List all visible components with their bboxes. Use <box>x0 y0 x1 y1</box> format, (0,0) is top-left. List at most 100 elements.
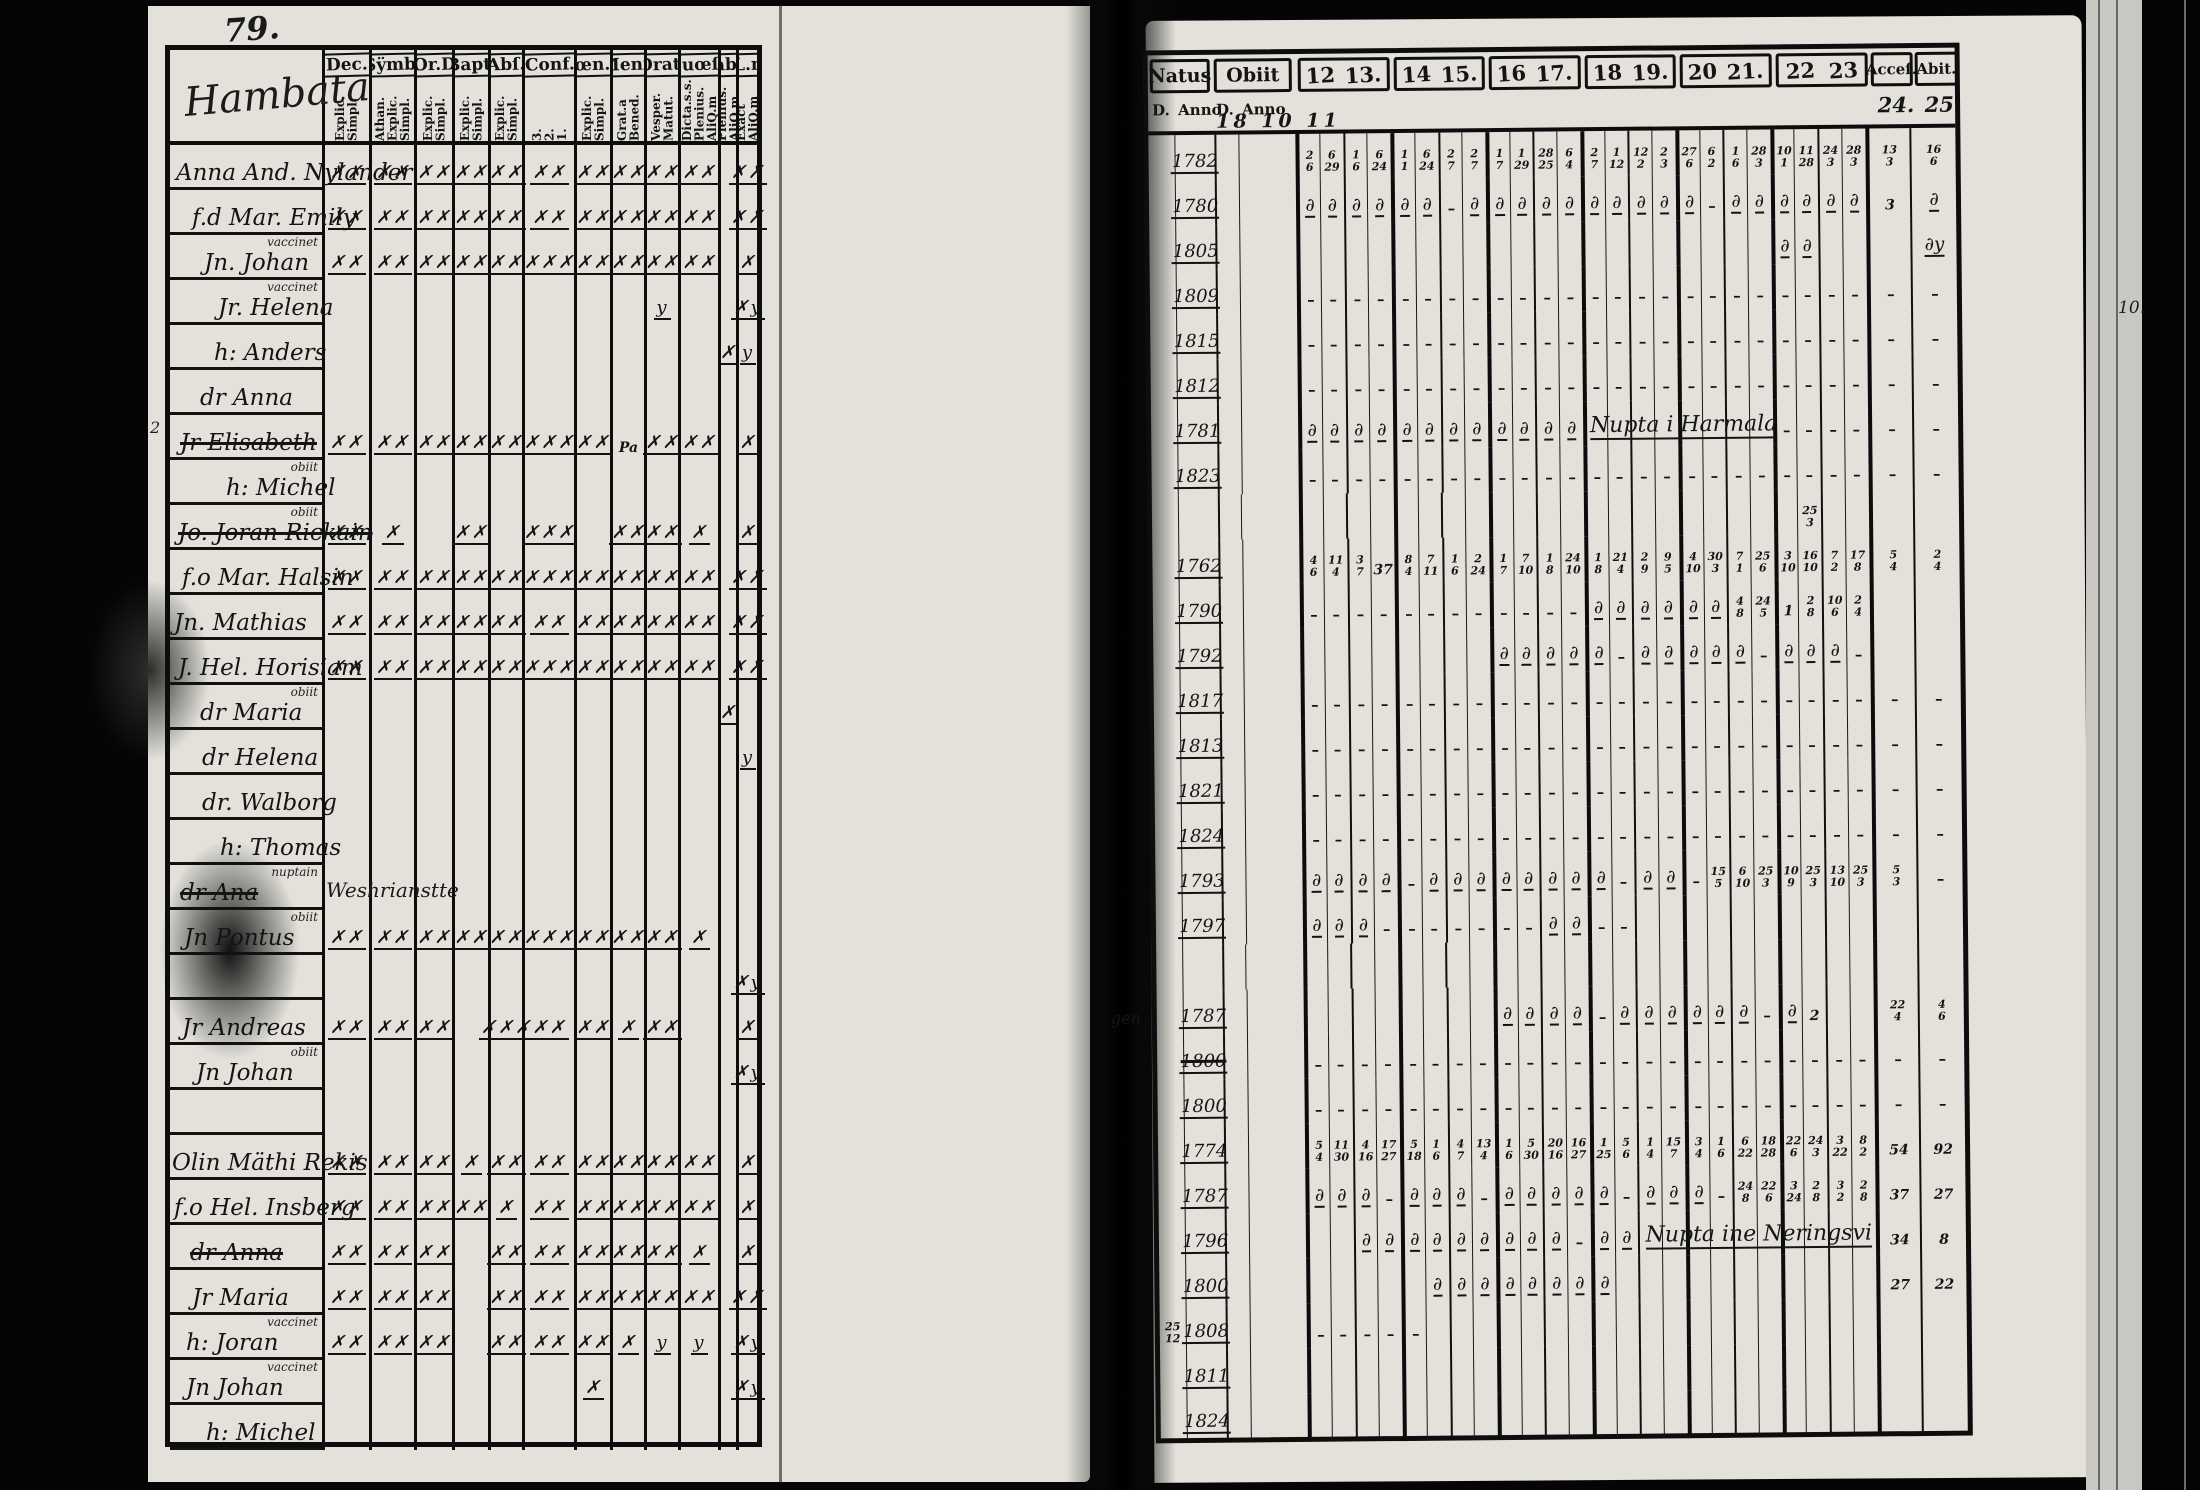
left-examination-table: Hambata Dec. Explic. Simpl. Sÿmb. Athan. Ex… <box>165 45 768 1450</box>
mark-cell <box>644 1090 678 1135</box>
communion-cell: ∂ <box>1675 175 1700 221</box>
dash-mark: – <box>1890 690 1899 709</box>
dash-mark: – <box>1496 288 1505 308</box>
communion-cell <box>1442 627 1467 673</box>
obiit-header: Obiit <box>1213 58 1292 93</box>
table-row: dr Ana nuptain Weshrianstte <box>170 865 757 910</box>
communion-cell: 3 24 <box>1779 1164 1805 1210</box>
obiit-year-cell <box>1240 448 1299 495</box>
communion-cell <box>1853 1388 1878 1434</box>
fraction-mark: 24 8 <box>1737 1179 1754 1205</box>
person-name-cell <box>170 1090 322 1135</box>
communion-cell: – <box>1438 177 1463 223</box>
year-pair-box: 22 23 <box>1775 52 1868 88</box>
table-row: Jr. Helena vaccinet y ✗y <box>170 280 765 325</box>
mark-cell <box>369 325 414 370</box>
mark-cell: ✗✗ <box>574 1225 613 1270</box>
fraction-mark: 3 24 <box>1786 1179 1802 1205</box>
mark-cell: ✗✗ <box>369 1180 414 1225</box>
attendance-mark: y <box>691 1332 708 1355</box>
mark-cell: ✗✗ <box>643 235 682 280</box>
communion-cell: – <box>1823 758 1848 804</box>
communion-cell <box>1828 1298 1853 1344</box>
communion-cell <box>1330 1348 1356 1394</box>
dash-mark: – <box>1567 333 1575 352</box>
communion-cell <box>1488 491 1513 538</box>
communion-cell: – <box>1605 310 1630 357</box>
person-name: h: Michel <box>206 1420 316 1446</box>
communion-cell: ∂ <box>1319 178 1344 224</box>
attendance-mark: ✗✗ <box>609 567 648 590</box>
fraction-mark: 25 3 <box>1758 864 1774 890</box>
page-edge-line <box>2116 0 2118 1490</box>
communion-cell: – <box>1392 312 1417 359</box>
communion-cell: 1 12 <box>1603 130 1629 177</box>
communion-cell: ∂ <box>1703 579 1728 626</box>
column-label: Conf. <box>525 52 574 78</box>
mark-cell <box>718 775 736 820</box>
communion-cell <box>1581 221 1606 267</box>
mark-cell <box>452 1315 488 1360</box>
communion-cell <box>1733 1299 1758 1345</box>
attendance-mark: ✗✗ <box>487 1287 526 1310</box>
obiit-day-cell <box>1214 224 1240 270</box>
communion-cell <box>1730 939 1755 985</box>
communion-cell <box>1496 1346 1522 1393</box>
column-header-ab: Abſ. Explic. Simpl. <box>488 50 522 141</box>
communion-cell: – <box>1487 356 1512 403</box>
fraction-mark: 6 10 <box>1734 864 1751 890</box>
communion-cell <box>1658 895 1683 941</box>
number-mark: 92 <box>1933 1141 1954 1158</box>
attendance-mark: ∂ <box>1377 419 1387 443</box>
communion-cell: 13 10 <box>1824 848 1849 894</box>
communion-cell: ∂ <box>1543 1256 1568 1302</box>
attendance-mark: ∂ <box>1572 1002 1583 1026</box>
communion-cell: 6 10 <box>1729 849 1754 895</box>
year-label: 12 <box>1304 61 1336 89</box>
communion-cell <box>1710 1344 1735 1391</box>
abit-cell: – <box>1915 757 1962 804</box>
communion-cell <box>1496 1301 1521 1348</box>
communion-cell: ∂ <box>1634 850 1659 896</box>
dash-mark: – <box>1617 692 1626 711</box>
mark-cell: ✗✗ <box>414 235 454 280</box>
communion-cell <box>1611 940 1636 986</box>
mark-cell <box>452 1000 488 1045</box>
fraction-mark: 24 5 <box>1755 594 1771 620</box>
mark-cell <box>718 1405 736 1450</box>
dash-mark: – <box>1476 784 1485 803</box>
mark-cell <box>678 280 718 325</box>
mark-cell <box>369 1405 414 1450</box>
obiit-year-cell <box>1240 358 1299 405</box>
mark-cell <box>452 775 488 820</box>
person-name: Jn Johan <box>196 1060 294 1086</box>
communion-cell: – <box>1826 1073 1851 1119</box>
communion-cell <box>1686 1345 1711 1391</box>
communion-cell <box>1687 1390 1712 1436</box>
mark-cell: ✗ <box>736 1180 759 1225</box>
dash-mark: – <box>1568 468 1576 487</box>
acces-cell <box>1869 578 1915 624</box>
attendance-mark: ✗✗ <box>643 1197 682 1220</box>
communion-cell: – <box>1683 1030 1708 1076</box>
attendance-mark: ✗✗ <box>574 1152 613 1175</box>
fraction-mark: 24 3 <box>1822 143 1839 169</box>
table-row: 1762 4 6 11 4 3 7 37 8 4 7 11 1 6 2 24 1 7 7 10 1 8 24 10 1 8 21 4 2… <box>1152 532 1960 586</box>
mark-cell <box>452 955 488 1000</box>
communion-cell: – <box>1535 446 1560 492</box>
person-name: dr Ana <box>180 880 259 906</box>
dash-mark: – <box>1852 420 1861 439</box>
mark-cell <box>718 415 736 460</box>
mark-cell: ✗✗ <box>522 595 574 640</box>
attendance-mark: ∂ <box>1358 869 1368 893</box>
communion-cell: ∂ <box>1537 626 1562 672</box>
communion-cell: 3 22 <box>1826 1118 1852 1164</box>
mark-cell: y <box>736 730 757 775</box>
dash-mark: – <box>1382 830 1390 849</box>
communion-cell <box>1469 942 1494 988</box>
attendance-mark: ∂ <box>1337 1184 1347 1208</box>
